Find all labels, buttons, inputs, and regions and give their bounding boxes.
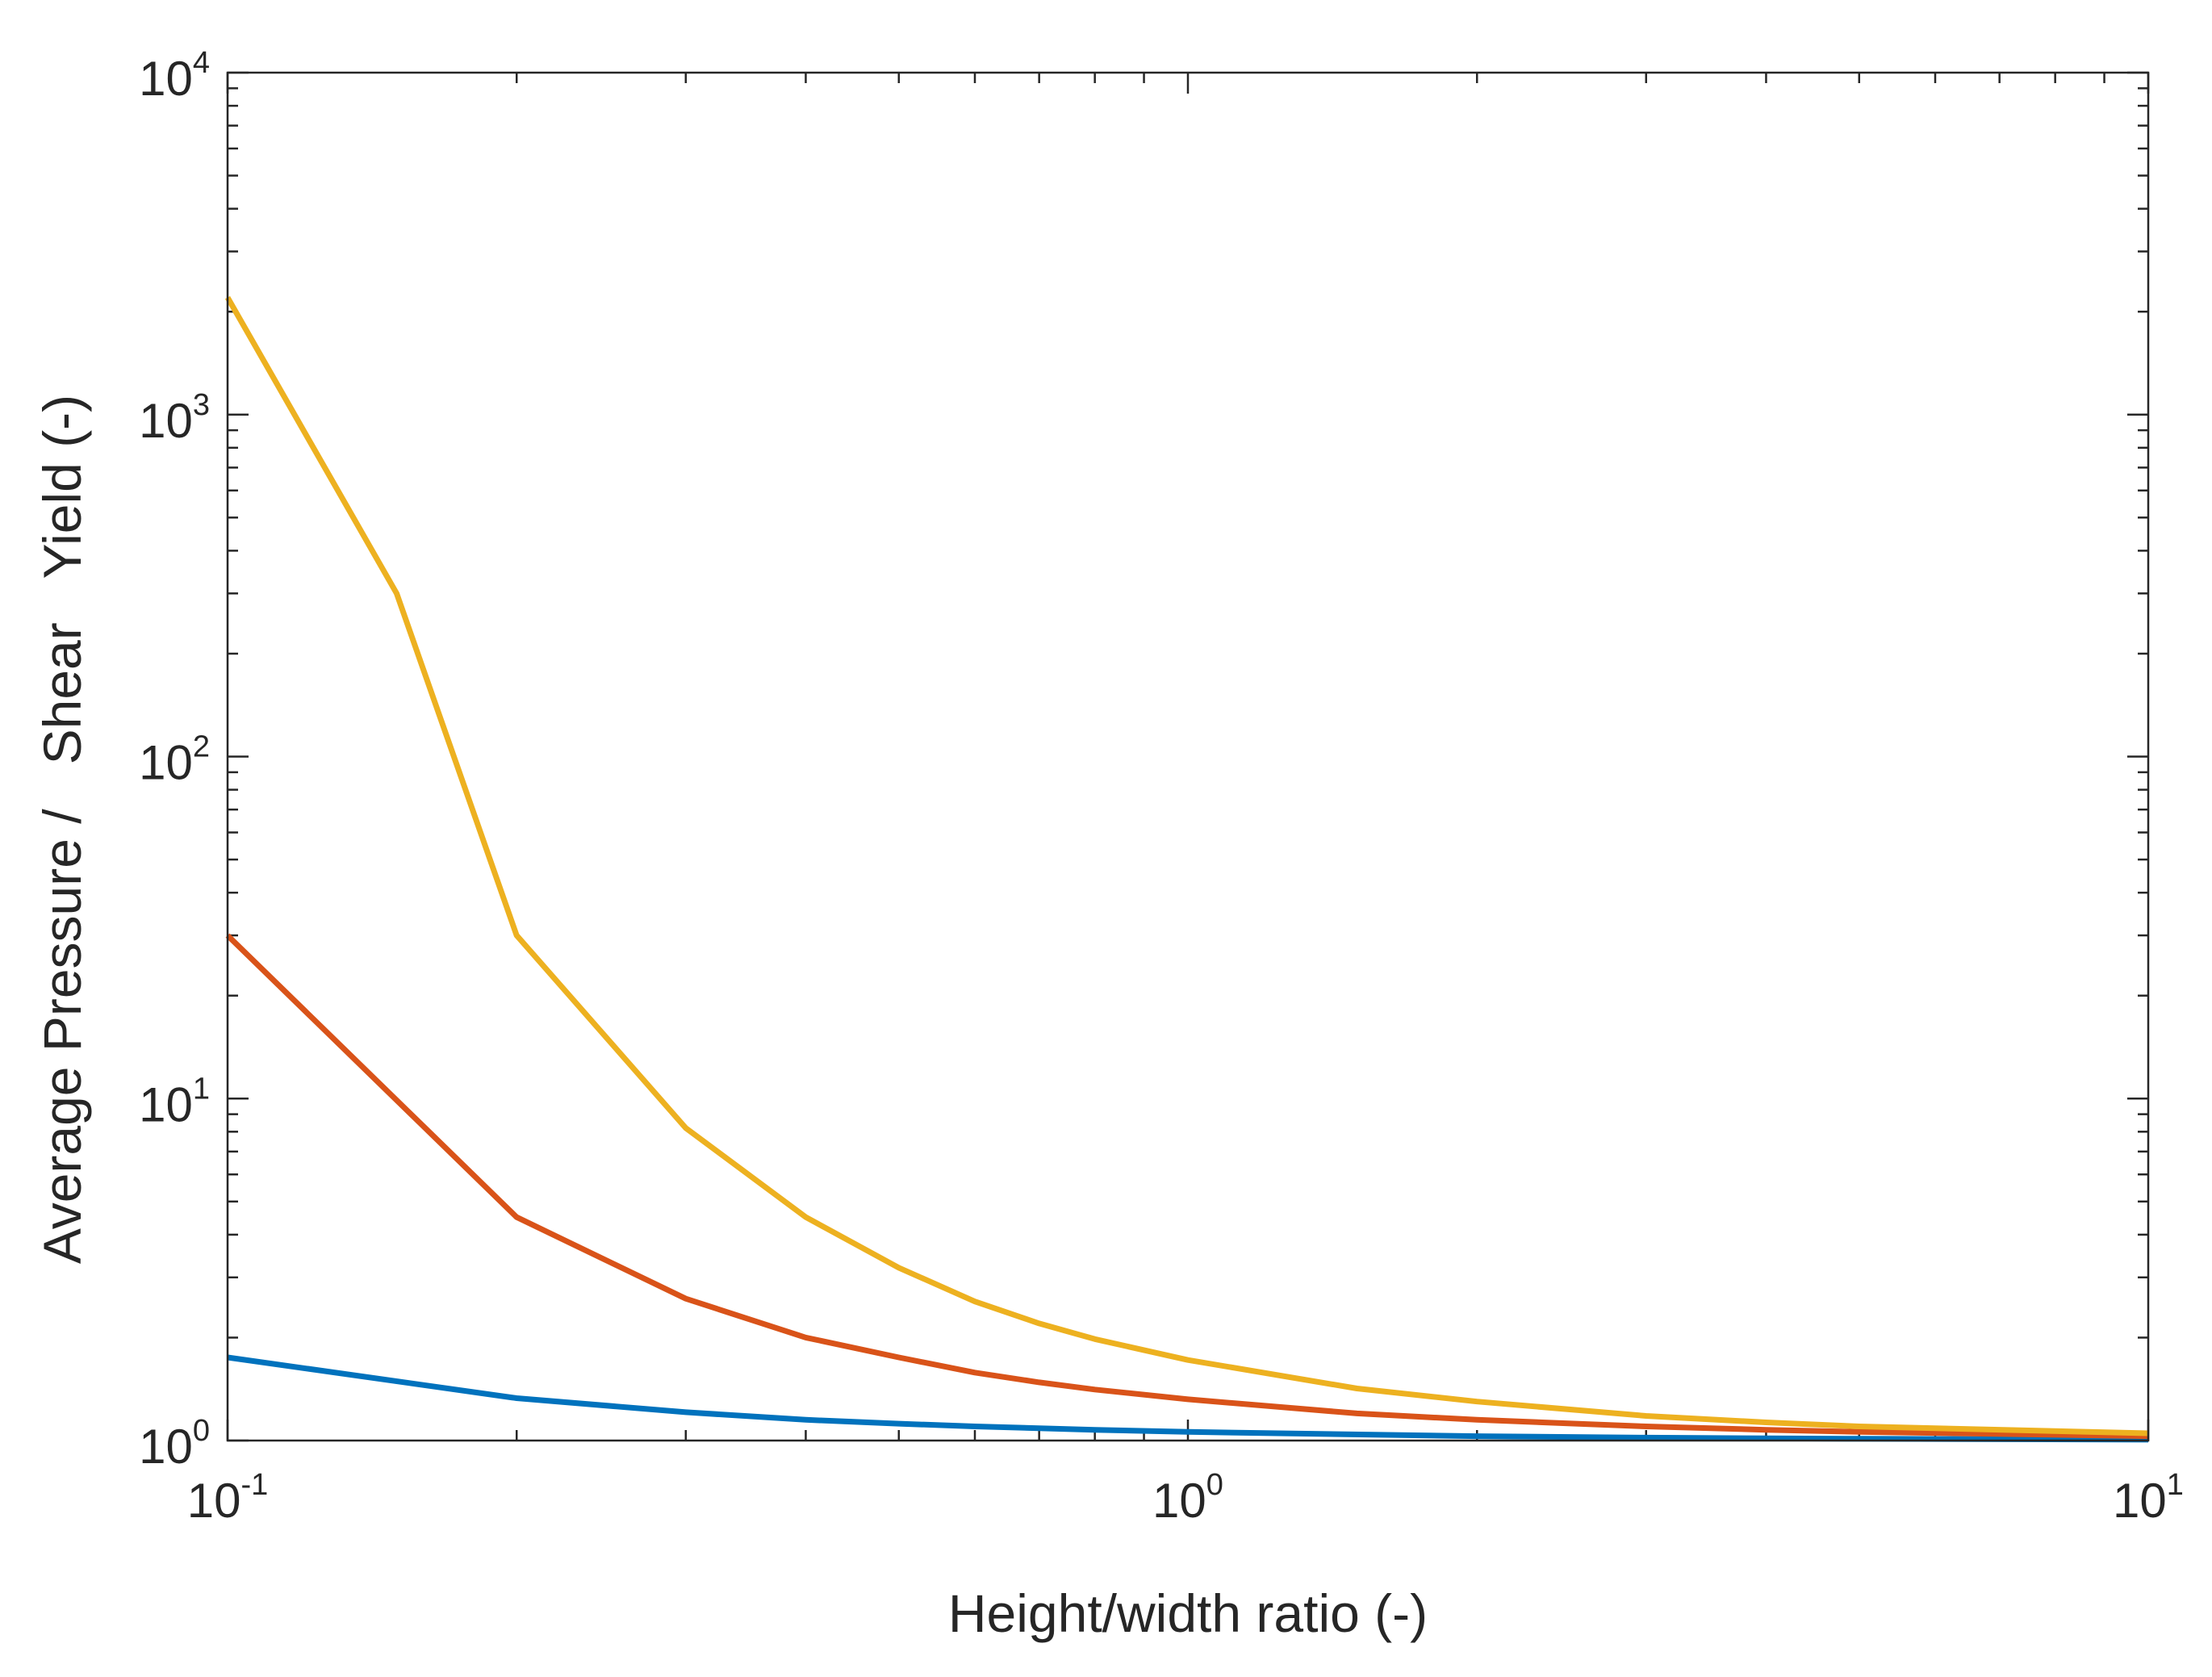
y-tick-label-exponent: 0: [193, 1414, 210, 1448]
y-tick-label-exponent: 1: [193, 1072, 210, 1106]
x-tick-label: 100: [1152, 1468, 1223, 1528]
y-tick-label-exponent: 3: [193, 388, 210, 422]
series-layer: [224, 295, 2149, 1443]
x-tick-label-base: 10: [187, 1474, 241, 1528]
x-tick-label: 101: [2113, 1468, 2184, 1528]
x-tick-label-exponent: 0: [1206, 1468, 1223, 1502]
y-tick-label: 104: [139, 46, 210, 106]
y-tick-label-exponent: 2: [193, 730, 210, 764]
y-axis-title: Average Pressure / Shear Yield (-): [32, 395, 92, 1264]
series-line-1: [227, 1354, 2149, 1443]
x-axis-title: Height/width ratio (-): [948, 1583, 1428, 1643]
y-tick-label-exponent: 4: [193, 46, 210, 80]
plot-frame: [226, 71, 2150, 1442]
y-tick-label: 100: [139, 1414, 210, 1474]
x-tick-label: 10-1: [187, 1468, 269, 1528]
y-tick-label: 103: [139, 388, 210, 448]
x-tick-label-exponent: -1: [240, 1468, 268, 1502]
x-tick-label-base: 10: [1152, 1474, 1206, 1528]
y-tick-label-base: 10: [139, 1420, 193, 1474]
y-tick-label-base: 10: [139, 736, 193, 790]
y-tick-label-base: 10: [139, 394, 193, 448]
series-line-3: [224, 295, 2149, 1437]
y-tick-label-base: 10: [139, 1077, 193, 1131]
y-tick-label-base: 10: [139, 52, 193, 106]
x-tick-labels: 10-1 100 101: [187, 1468, 2184, 1528]
x-tick-label-base: 10: [2113, 1474, 2167, 1528]
x-tick-label-exponent: 1: [2167, 1468, 2184, 1502]
y-tick-label: 101: [139, 1072, 210, 1131]
series-line-2: [225, 933, 2149, 1440]
y-tick-label: 102: [139, 730, 210, 790]
